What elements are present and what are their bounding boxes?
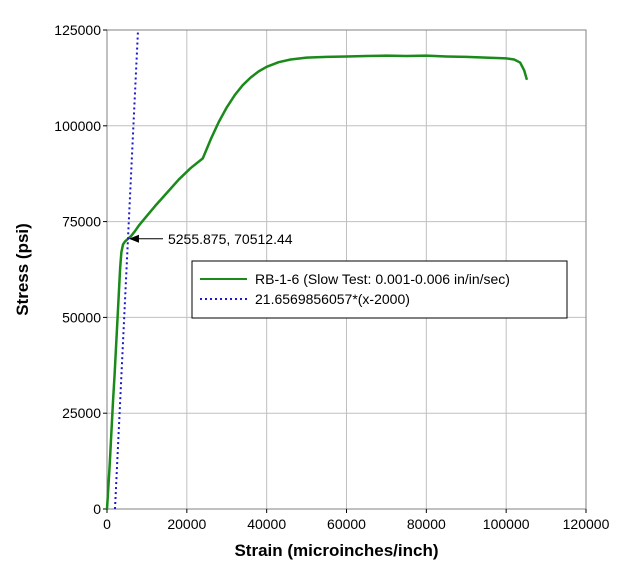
legend-entry-rb-1-6: RB-1-6 (Slow Test: 0.001-0.006 in/in/sec… [255,271,510,287]
x-tick-label: 100000 [483,516,530,532]
series-line-elastic-offset [113,29,140,510]
y-tick-label: 0 [93,501,101,517]
y-tick-label: 125000 [54,22,101,38]
y-tick-label: 25000 [62,405,101,421]
y-tick-label: 50000 [62,309,101,325]
annotation-arrow-head [128,234,139,243]
x-tick-label: 80000 [407,516,446,532]
y-axis-label: Stress (psi) [13,223,32,316]
legend-entry-elastic-offset: 21.6569856057*(x-2000) [255,291,410,307]
x-tick-label: 120000 [563,516,610,532]
y-tick-label: 100000 [54,118,101,134]
series-group [105,29,529,510]
legend: RB-1-6 (Slow Test: 0.001-0.006 in/in/sec… [191,260,568,319]
x-tick-label: 20000 [167,516,206,532]
y-tick-label: 75000 [62,214,101,230]
x-tick-label: 0 [103,516,111,532]
x-tick-label: 40000 [247,516,286,532]
x-tick-label: 60000 [327,516,366,532]
x-axis-label: Strain (microinches/inch) [234,541,438,560]
legend-box [191,260,568,319]
annotation-group: 5255.875, 70512.44 [128,231,293,247]
annotation-label: 5255.875, 70512.44 [168,231,293,247]
tick-labels: 0 20000 40000 60000 80000 100000 120000 0 25000 5… [54,22,609,532]
series-line-rb-1-6 [105,54,529,510]
